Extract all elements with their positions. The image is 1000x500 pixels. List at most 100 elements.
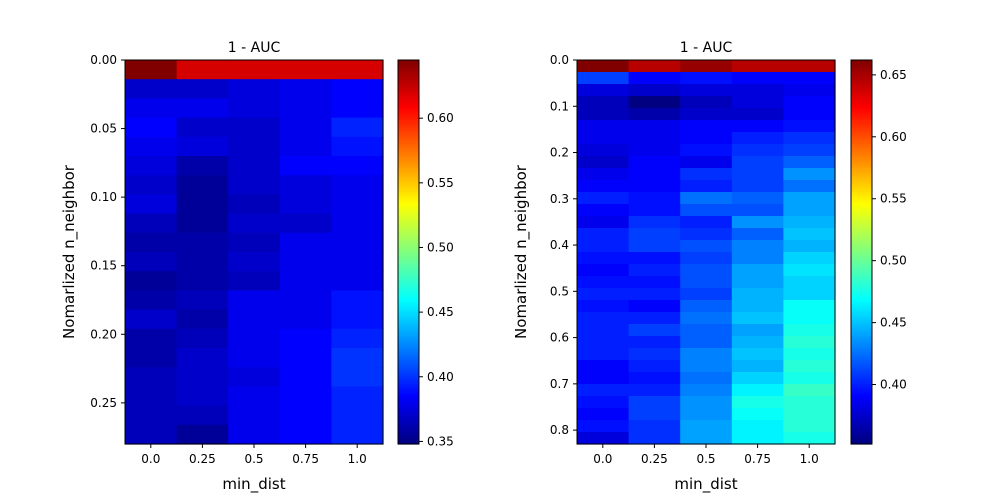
colorbar-segment [851,403,872,407]
heatmap-cell [331,290,384,311]
heatmap-cell [628,396,681,409]
heatmap-cell [125,271,178,291]
colorbar-segment [851,424,872,428]
heatmap-cell [628,108,681,121]
colorbar-segment [851,103,872,107]
colorbar-segment [851,117,872,121]
colorbar-segment [851,91,872,95]
colorbar-segment [851,388,872,392]
heatmap-cell [577,144,630,157]
colorbar-segment [851,165,872,169]
colorbar-segment [851,160,872,164]
heatmap-cell [577,228,630,241]
heatmap-cell [577,312,630,325]
colorbar-segment [851,192,872,195]
colorbar-segment [851,254,872,258]
colorbar-segment [398,67,419,71]
heatmap-cell [331,136,384,157]
heatmap-cell [628,324,681,337]
colorbar-segment [851,283,872,287]
heatmap-cell [628,84,681,97]
colorbar-segment [851,196,872,200]
x-axis-label: min_dist [222,475,285,494]
colorbar-segment [851,108,872,111]
colorbar-segment [398,93,419,97]
colorbar-segment [398,336,419,339]
colorbar-segment [398,386,419,390]
heatmap-cell [577,168,630,181]
colorbar-segment [851,79,872,83]
colorbar-segment [851,244,872,248]
colorbar-segment [851,228,872,231]
colorbar-segment [398,400,419,404]
colorbar-segment [398,261,419,265]
heatmap-cell [628,60,681,73]
heatmap-cell [577,264,630,277]
colorbar-segment [851,324,872,327]
heatmap-cell [783,420,836,433]
colorbar-segment [398,139,419,143]
colorbar-segment [398,98,419,102]
colorbar-segment [398,168,419,171]
heatmap-cell [577,384,630,397]
colorbar-segment [851,223,872,227]
colorbar-segment [398,324,419,327]
heatmap-cell [628,420,681,433]
colorbar-segment [851,374,872,378]
heatmap-cell [731,408,784,421]
colorbar-segment [851,302,872,306]
colorbar-segment [851,264,872,267]
colorbar-segment [851,410,872,414]
colorbar-segment [398,240,419,243]
colorbar-segment [851,321,872,325]
colorbar-segment [851,422,872,426]
heatmap-cell [125,252,178,272]
heatmap-cell [731,276,784,289]
heatmap-cell [680,408,733,421]
colorbar-segment [398,213,419,217]
heatmap-cell [731,312,784,325]
colorbar-segment [851,364,872,368]
heatmap-cell [628,228,681,241]
heatmap-cell [577,288,630,301]
heatmap-cell [731,348,784,361]
heatmap-cell [731,84,784,97]
colorbar-segment [851,369,872,373]
colorbar-tick-label: 0.35 [427,434,454,448]
heatmap-cell [680,372,733,385]
heatmap-cell [331,348,384,368]
heatmap-cell [228,309,281,330]
colorbar-segment [851,69,872,73]
colorbar-segment [398,129,419,133]
heatmap-cell [680,300,733,313]
colorbar-segment [398,127,419,131]
heatmap-cell [577,276,630,289]
heatmap-cell [577,240,630,253]
heatmap-cell [176,290,229,311]
colorbar-segment [398,189,419,193]
heatmap-cell [628,72,681,85]
colorbar-segment [398,276,419,279]
colorbar-segment [851,319,872,323]
colorbar-segment [851,256,872,260]
colorbar-segment [398,381,419,385]
colorbar-segment [398,151,419,155]
colorbar-segment [398,100,419,104]
colorbar-segment [398,314,419,318]
colorbar-tick-label: 0.45 [880,316,907,330]
colorbar-segment [398,60,419,63]
colorbar-segment [851,124,872,128]
colorbar-segment [851,434,872,438]
colorbar-segment [398,280,419,284]
colorbar-segment [398,177,419,181]
colorbar-segment [398,357,419,361]
colorbar-segment [398,424,419,428]
heatmap-cell [125,98,178,119]
colorbar-segment [398,244,419,248]
heatmap-cell [628,276,681,289]
heatmap-cell [731,240,784,253]
colorbar-segment [851,199,872,203]
chart-title: 1 - AUC [228,40,281,56]
colorbar-segment [398,105,419,109]
heatmap-cell [783,132,836,145]
